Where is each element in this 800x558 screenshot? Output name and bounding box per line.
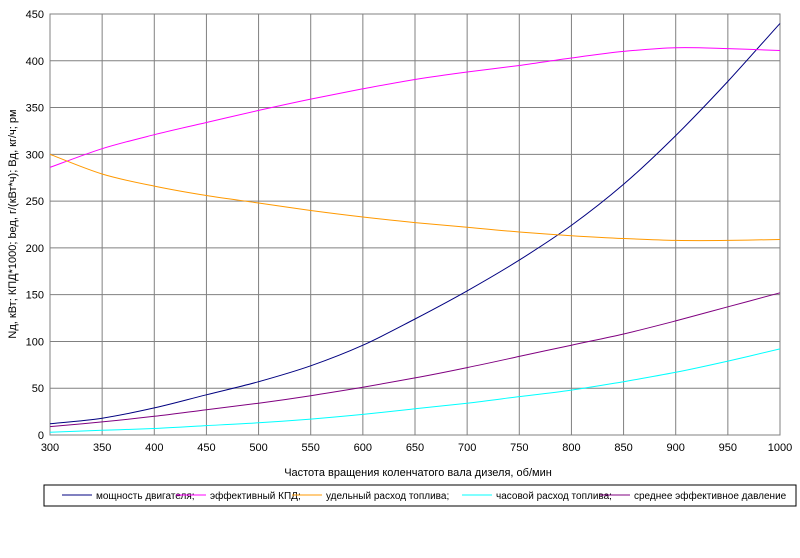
y-tick-label-4: 200 [26, 243, 44, 255]
legend-label-1: эффективный КПД; [210, 490, 301, 502]
x-tick-label-8: 700 [458, 442, 476, 454]
x-tick-label-10: 800 [562, 442, 580, 454]
y-tick-label-9: 450 [26, 9, 44, 21]
series-lines [49, 23, 781, 433]
y-tick-label-2: 100 [26, 336, 44, 348]
x-axis-ticks: 300 350 400 450 500 550 600 650 700 750 800 850 900 9… [41, 442, 792, 454]
gridlines [49, 13, 781, 436]
x-tick-label-5: 550 [302, 442, 320, 454]
x-tick-label-14: 1000 [768, 442, 792, 454]
x-tick-label-13: 950 [719, 442, 737, 454]
series-line-3 [49, 348, 781, 433]
y-axis-label: Nд, кВт; КПД*1000; bед, г/(кВт*ч); Bд, к… [7, 109, 19, 338]
series-line-4 [49, 292, 781, 428]
y-tick-label-8: 400 [26, 56, 44, 68]
legend-label-3: часовой расход топлива; [496, 491, 612, 502]
legend-label-2: удельный расход топлива; [326, 491, 449, 502]
x-tick-label-11: 850 [614, 442, 632, 454]
y-tick-label-6: 300 [26, 149, 44, 161]
y-axis-ticks: 0 50 100 150 200 250 300 350 400 450 [26, 9, 44, 442]
legend-entries: мощность двигателя; эффективный КПД; удель… [62, 490, 787, 502]
x-tick-label-9: 750 [510, 442, 528, 454]
y-tick-label-1: 50 [32, 383, 44, 395]
y-tick-label-0: 0 [38, 430, 44, 442]
series-line-1 [49, 47, 781, 168]
x-tick-label-3: 450 [197, 442, 215, 454]
y-tick-label-7: 350 [26, 103, 44, 115]
x-tick-label-7: 650 [406, 442, 424, 454]
x-tick-label-12: 900 [667, 442, 685, 454]
series-line-0 [49, 23, 781, 425]
x-axis-label: Частота вращения коленчатого вала дизеля… [284, 467, 552, 479]
series-line-2 [49, 153, 781, 242]
x-tick-label-1: 350 [93, 442, 111, 454]
y-tick-label-5: 250 [26, 196, 44, 208]
x-tick-label-0: 300 [41, 442, 59, 454]
legend-label-4: среднее эффективное давление [634, 490, 787, 502]
y-tick-label-3: 150 [26, 290, 44, 302]
x-tick-label-6: 600 [354, 442, 372, 454]
legend-label-0: мощность двигателя; [96, 491, 195, 502]
x-tick-label-2: 400 [145, 442, 163, 454]
x-tick-label-4: 500 [249, 442, 267, 454]
legend [43, 484, 797, 507]
